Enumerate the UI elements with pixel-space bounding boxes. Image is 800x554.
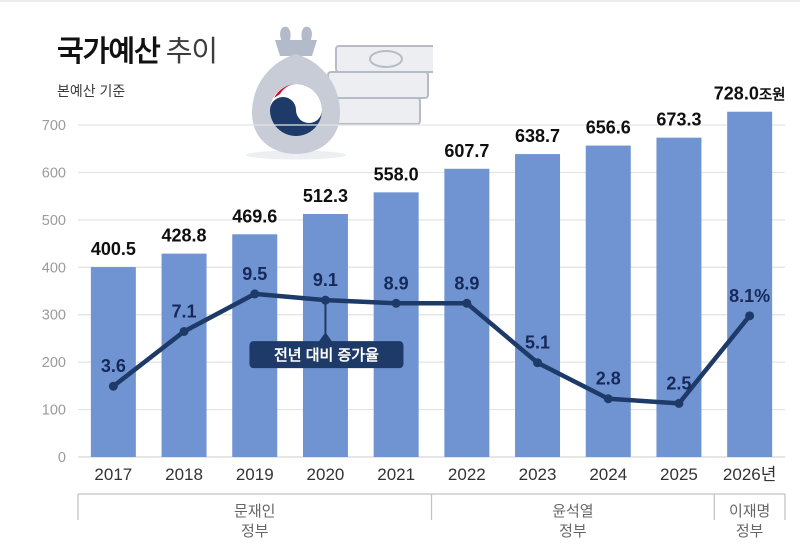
growth-point-2019 [250, 289, 260, 299]
banknote [335, 45, 433, 73]
bar-2022 [444, 168, 490, 458]
x-label-2025: 2025 [660, 465, 698, 484]
bar-2017 [90, 267, 136, 457]
x-label-2022: 2022 [448, 465, 486, 484]
x-label-2018: 2018 [165, 465, 203, 484]
subtitle: 본예산 기준 [57, 83, 126, 99]
growth-point-2017 [108, 381, 118, 391]
gov-label-2-line-1: 정부 [736, 523, 764, 540]
growth-label-2025: 2.5 [666, 373, 691, 393]
emblem-swirl [270, 84, 322, 123]
bar-value-label-2025: 673.3 [656, 110, 701, 130]
growth-label-2017: 3.6 [101, 356, 126, 376]
annotation-pointer [318, 332, 333, 343]
growth-point-2023 [533, 358, 543, 368]
growth-point-2026년 [745, 311, 755, 321]
gov-label-1-line-1: 정부 [559, 523, 587, 540]
bag-neck [275, 40, 317, 56]
x-label-2021: 2021 [377, 465, 415, 484]
bar-2018 [161, 253, 207, 457]
header: 국가예산 추이 본예산 기준 [57, 28, 218, 101]
money-bag-icon [246, 26, 433, 160]
y-tick-label-0: 0 [58, 450, 66, 466]
bar-value-label-2017: 400.5 [91, 239, 136, 259]
growth-point-2025 [674, 398, 684, 408]
y-tick-label-600: 600 [42, 165, 66, 181]
growth-point-2021 [391, 298, 401, 308]
x-label-2017: 2017 [94, 465, 132, 484]
gov-label-0-line-1: 정부 [241, 523, 269, 540]
money-bag-shape [246, 26, 346, 160]
bag-tie-right [301, 26, 312, 42]
x-label-2019: 2019 [236, 465, 274, 484]
growth-label-2019: 9.5 [242, 264, 267, 284]
growth-rate-line [111, 291, 752, 406]
x-label-2023: 2023 [519, 465, 557, 484]
growth-label-2018: 7.1 [172, 301, 197, 321]
bar-value-label-2019: 469.6 [232, 206, 277, 226]
y-tick-label-500: 500 [42, 213, 66, 229]
x-label-2024: 2024 [589, 465, 627, 484]
x-label-2026년: 2026년 [723, 465, 776, 484]
growth-point-2024 [603, 394, 613, 404]
bar-value-label-2021: 558.0 [374, 164, 419, 184]
gov-label-2-line-0: 이재명 [729, 503, 770, 520]
bag-tie-left [280, 26, 291, 42]
gov-label-0-line-0: 문재인 [234, 503, 275, 520]
y-tick-label-200: 200 [42, 355, 66, 371]
bar-value-label-2026년: 728.0조원 [714, 84, 786, 104]
bar-value-label-2023: 638.7 [515, 126, 560, 146]
bag-shadow [246, 150, 346, 160]
growth-point-2022 [462, 298, 472, 308]
bar-2026년 [727, 111, 773, 457]
title-main-text: 국가예산 [57, 36, 161, 68]
growth-point-2020 [320, 295, 330, 305]
bar-2024 [585, 145, 631, 458]
y-tick-label-700: 700 [42, 118, 66, 134]
growth-label-2023: 5.1 [525, 333, 550, 353]
annotation-box [249, 341, 404, 369]
growth-label-2026년: 8.1% [729, 286, 770, 306]
annotation-label: 전년 대비 증가율 [274, 347, 379, 364]
y-tick-label-400: 400 [42, 260, 66, 276]
bar-value-label-2018: 428.8 [162, 226, 207, 246]
banknote-seal [369, 50, 403, 68]
y-tick-label-300: 300 [42, 308, 66, 324]
bar-2023 [515, 154, 561, 457]
y-tick-label-100: 100 [42, 403, 66, 419]
growth-point-2018 [179, 326, 189, 336]
bar-value-label-2020: 512.3 [303, 186, 348, 206]
page-title: 국가예산 추이 [57, 28, 218, 70]
title-suffix-text: 추이 [165, 36, 218, 68]
bar-2025 [656, 137, 702, 457]
gov-label-1-line-0: 윤석열 [552, 503, 593, 520]
bar-value-label-2022: 607.7 [444, 141, 489, 161]
growth-label-2024: 2.8 [596, 369, 621, 389]
x-label-2020: 2020 [307, 465, 345, 484]
bar-2021 [373, 192, 419, 457]
growth-label-2021: 8.9 [384, 273, 409, 293]
government-emblem-icon [270, 84, 322, 136]
bar-value-unit: 조원 [759, 87, 786, 104]
growth-label-2020: 9.1 [313, 270, 338, 290]
growth-label-2022: 8.9 [454, 273, 479, 293]
bar-value-label-2024: 656.6 [586, 118, 631, 138]
